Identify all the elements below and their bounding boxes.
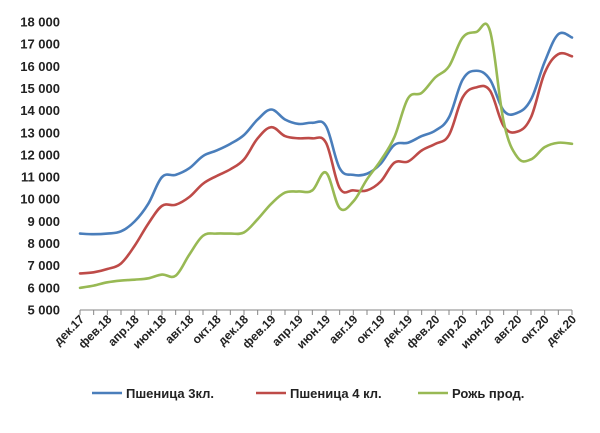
legend-item-3: Рожь прод.: [418, 386, 524, 401]
x-tick-label: авг.20: [490, 312, 525, 347]
x-tick-label: авг.18: [162, 312, 197, 347]
series-lines: [78, 22, 574, 290]
y-tick-label: 12 000: [20, 147, 60, 162]
x-axis: дек.17фев.18апр.18июн.18авг.18окт.18дек.…: [51, 309, 579, 352]
legend: Пшеница 3кл. Пшеница 4 кл. Рожь прод.: [92, 386, 524, 401]
x-tick-label: авг.19: [326, 312, 361, 347]
legend-label: Пшеница 3кл.: [126, 386, 214, 401]
y-tick-label: 16 000: [20, 59, 60, 74]
legend-label: Пшеница 4 кл.: [290, 386, 382, 401]
series-line-2: [78, 51, 574, 275]
y-axis: 5 000 6 000 7 000 8 000 9 000 10 000 11 000 12 …: [20, 15, 60, 318]
legend-item-2: Пшеница 4 кл.: [256, 386, 382, 401]
legend-label: Рожь прод.: [452, 386, 524, 401]
y-tick-label: 11 000: [21, 170, 60, 185]
y-tick-label: 9 000: [27, 214, 60, 229]
y-tick-label: 15 000: [20, 81, 60, 96]
y-tick-label: 10 000: [20, 192, 60, 207]
legend-item-1: Пшеница 3кл.: [92, 386, 214, 401]
series-line-3: [78, 22, 574, 290]
y-tick-label: 18 000: [20, 15, 60, 30]
series-line-1: [78, 31, 574, 236]
y-tick-label: 7 000: [27, 258, 60, 273]
y-tick-label: 13 000: [20, 125, 60, 140]
x-tick-label: дек.20: [543, 312, 579, 348]
y-tick-label: 17 000: [20, 37, 60, 52]
y-tick-label: 5 000: [27, 303, 60, 318]
y-tick-label: 14 000: [20, 103, 60, 118]
y-tick-label: 8 000: [27, 236, 60, 251]
y-tick-label: 6 000: [27, 280, 60, 295]
